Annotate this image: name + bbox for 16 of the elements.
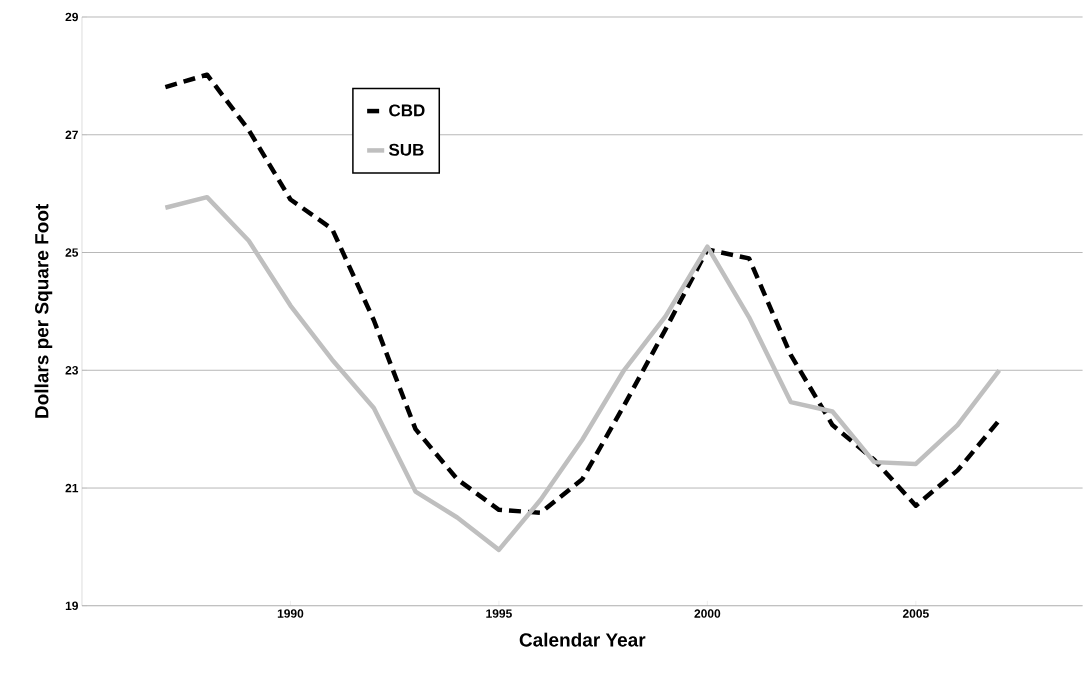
y-axis-title: Dollars per Square Foot — [34, 204, 53, 418]
y-tick-label: 25 — [65, 248, 79, 257]
x-axis-title: Calendar Year — [519, 632, 646, 647]
x-tick-label: 2005 — [902, 609, 929, 618]
line-series — [163, 72, 1002, 516]
legend-label: SUB — [388, 143, 424, 156]
y-tick-label: 29 — [65, 12, 78, 22]
y-tick-label: 27 — [65, 130, 78, 140]
x-tick-label: 2000 — [694, 609, 721, 618]
line-series — [163, 195, 1002, 553]
legend-label: CBD — [389, 104, 425, 117]
x-tick-label: 1990 — [277, 609, 304, 618]
y-tick-label: 23 — [65, 366, 79, 375]
y-tick-label: 19 — [65, 601, 78, 611]
x-tick-label: 1995 — [486, 609, 512, 618]
y-tick-label: 21 — [65, 483, 79, 493]
